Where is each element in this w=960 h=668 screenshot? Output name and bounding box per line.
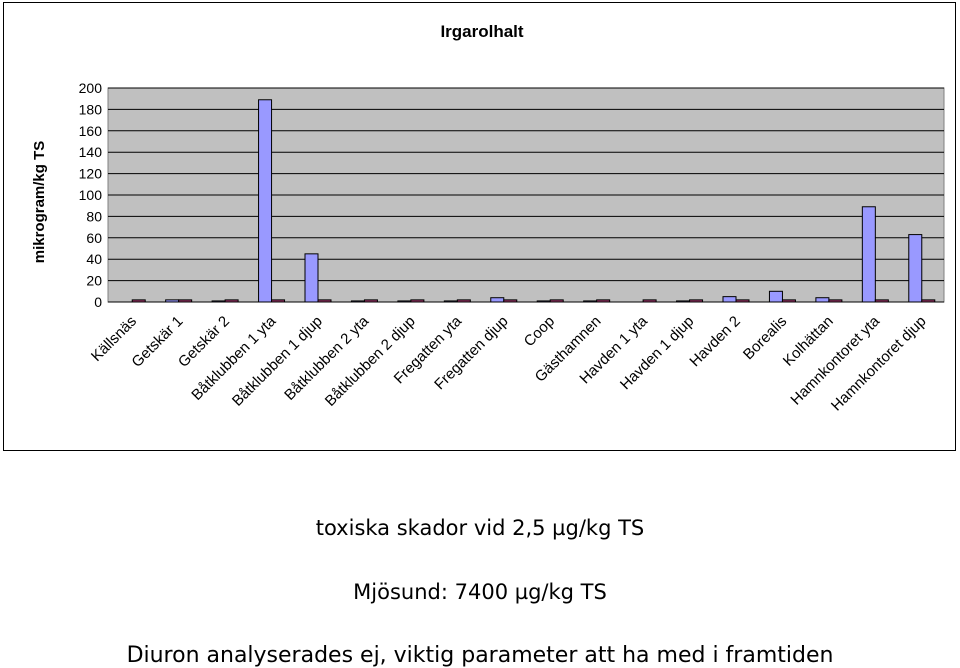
diuron-note: Diuron analyserades ej, viktig parameter… (126, 643, 834, 668)
chart-title: Irgarolhalt (440, 22, 523, 41)
x-tick-label: Havden 2 (686, 313, 743, 370)
bar-series-1-4 (304, 253, 319, 303)
x-tick-label: Båtklubben 2 yta (281, 312, 373, 404)
y-tick-label: 100 (79, 187, 103, 203)
chart-frame: Irgarolhalt mikrogram/kg TS 0 20 40 60 80 100… (3, 2, 956, 451)
y-tick-label: 180 (79, 101, 103, 117)
bar-series-1-16 (861, 206, 876, 303)
y-tick-label: 20 (86, 273, 102, 289)
bar-series-1-8 (490, 297, 505, 303)
bar-series-1-3 (258, 99, 273, 303)
y-tick-label: 40 (86, 251, 102, 267)
x-tick-label: Coop (521, 313, 558, 350)
toxicity-note: toxiska skador vid 2,5 µg/kg TS (315, 516, 645, 540)
y-tick-labels: 0 20 40 60 80 100 120 140 160 180 200 (79, 80, 103, 310)
y-tick-label: 160 (79, 123, 103, 139)
y-tick-label: 140 (79, 144, 103, 160)
bar-series-1-15 (815, 297, 830, 303)
y-tick-label: 200 (79, 80, 103, 96)
mjosund-note: Mjösund: 7400 µg/kg TS (353, 580, 607, 604)
x-tick-label: Båtklubben 1 yta (188, 312, 280, 404)
bar-series-1-14 (768, 290, 783, 303)
bar-series-1-13 (722, 296, 737, 303)
grid-lines (108, 87, 944, 282)
bar-chart: Irgarolhalt mikrogram/kg TS 0 20 40 60 80 100… (31, 22, 945, 414)
y-tick-label: 80 (86, 208, 102, 224)
y-tick-label: 120 (79, 166, 103, 182)
bar-series-1-17 (908, 234, 923, 303)
y-axis-label: mikrogram/kg TS (31, 141, 48, 264)
y-tick-label: 0 (94, 294, 102, 310)
y-tick-label: 60 (86, 230, 102, 246)
